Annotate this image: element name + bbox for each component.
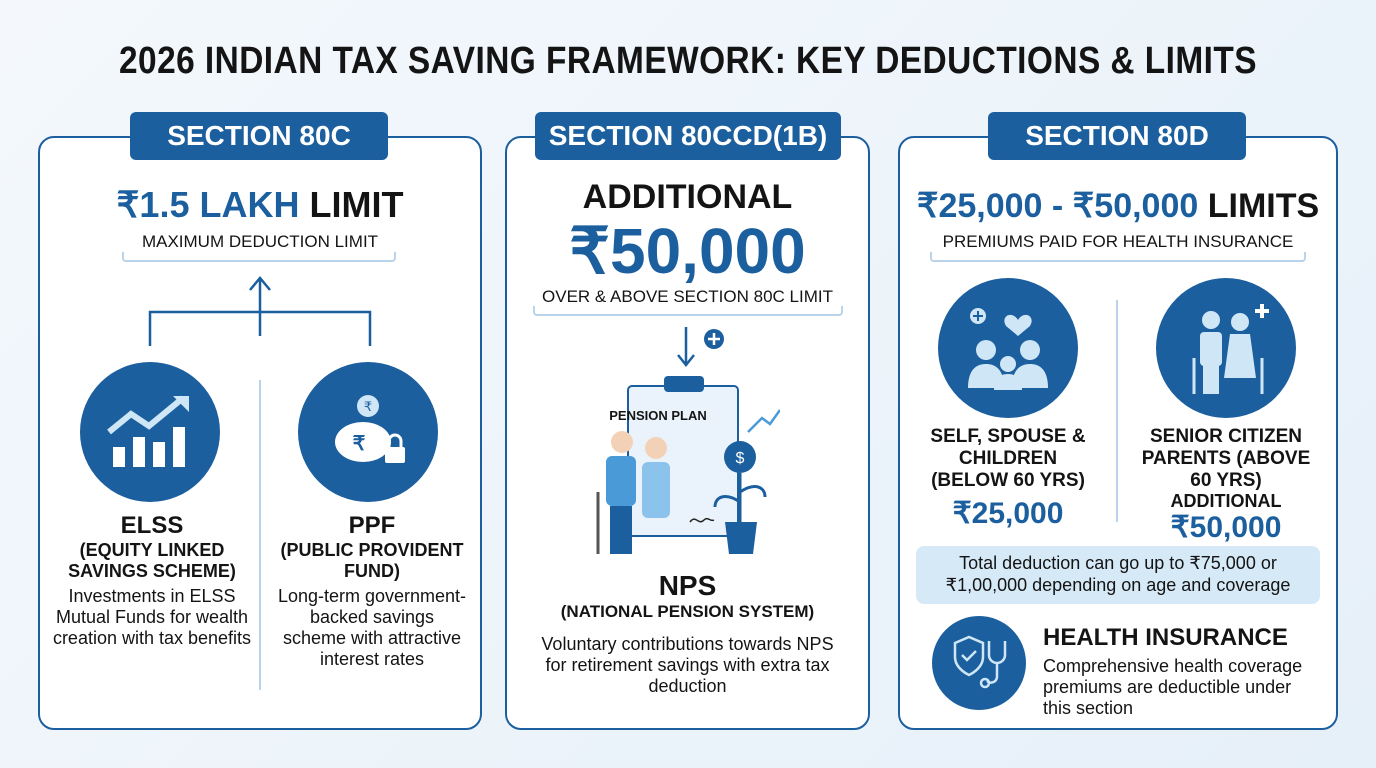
page-title: 2026 INDIAN TAX SAVING FRAMEWORK: KEY DE… [119, 40, 1257, 82]
pension-plan-text: PENSION PLAN [609, 408, 707, 423]
limit-word: LIMIT [309, 184, 404, 225]
section-80ccd-label: SECTION 80CCD(1B) [535, 112, 841, 160]
senior-citizens-icon [1156, 278, 1296, 418]
elss-item: ELSS (EQUITY LINKED SAVINGS SCHEME) Inve… [52, 512, 252, 649]
health-insurance-title: HEALTH INSURANCE [1043, 624, 1288, 651]
limit-amount: ₹25,000 - ₹50,000 [916, 187, 1199, 225]
ppf-description: Long-term government-backed savings sche… [277, 586, 467, 669]
group-amount: ₹50,000 [1170, 511, 1282, 544]
health-insurance-description: Comprehensive health coverage premiums a… [1043, 656, 1303, 718]
total-deduction-note: Total deduction can go up to ₹75,000 or … [916, 546, 1320, 604]
connector-arrow-icon [148, 276, 372, 346]
group-label: SELF, SPOUSE & CHILDREN (BELOW 60 YRS) [930, 426, 1086, 491]
additional-amount: ₹50,000 [569, 215, 806, 287]
nps-title: NPS [658, 570, 717, 601]
limit-subtitle: MAXIMUM DEDUCTION LIMIT [141, 232, 379, 251]
nps-subtitle: (NATIONAL PENSION SYSTEM) [560, 602, 815, 621]
section-80d-label: SECTION 80D [988, 112, 1246, 160]
limit-word: LIMITS [1207, 187, 1320, 225]
growth-chart-icon [80, 362, 220, 502]
brace-divider [930, 252, 1306, 262]
group-amount: ₹25,000 [952, 497, 1064, 530]
senior-parents-group: SENIOR CITIZEN PARENTS (ABOVE 60 YRS) AD… [1136, 426, 1316, 545]
family-icon [938, 278, 1078, 418]
brace-divider [533, 306, 843, 316]
section-80d-limit: ₹25,000 - ₹50,000 LIMITS [898, 186, 1338, 226]
over-above-text: OVER & ABOVE SECTION 80C LIMIT [542, 287, 833, 306]
section-80c-limit: ₹1.5 LAKH LIMIT [38, 184, 482, 226]
svg-text:₹: ₹ [364, 399, 372, 414]
section-80c-label: SECTION 80C [130, 112, 388, 160]
self-family-group: SELF, SPOUSE & CHILDREN (BELOW 60 YRS) ₹… [918, 426, 1098, 531]
svg-text:₹: ₹ [353, 433, 366, 455]
nps-description: Voluntary contributions towards NPS for … [541, 634, 834, 696]
ppf-item: PPF (PUBLIC PROVIDENT FUND) Long-term go… [276, 512, 468, 670]
health-insurance-icon [932, 616, 1026, 710]
elss-description: Investments in ELSS Mutual Funds for wea… [52, 586, 252, 648]
brace-divider [122, 252, 396, 262]
elss-subtitle: (EQUITY LINKED SAVINGS SCHEME) [68, 540, 236, 581]
divider [1116, 300, 1118, 522]
elss-title: ELSS [120, 512, 184, 539]
limit-amount: ₹1.5 LAKH [116, 184, 300, 225]
piggy-bank-icon: ₹ ₹ [298, 362, 438, 502]
group-label: SENIOR CITIZEN PARENTS (ABOVE 60 YRS) [1141, 426, 1311, 491]
divider [259, 380, 261, 690]
limit-subtitle: PREMIUMS PAID FOR HEALTH INSURANCE [942, 232, 1294, 251]
ppf-subtitle: (PUBLIC PROVIDENT FUND) [280, 540, 464, 581]
pension-plan-illustration: $ [596, 376, 780, 554]
ppf-title: PPF [348, 512, 396, 539]
down-arrow-plus-icon [677, 327, 724, 368]
svg-text:$: $ [736, 450, 745, 467]
group-extra: ADDITIONAL [1170, 491, 1282, 511]
additional-label: ADDITIONAL [582, 178, 793, 216]
